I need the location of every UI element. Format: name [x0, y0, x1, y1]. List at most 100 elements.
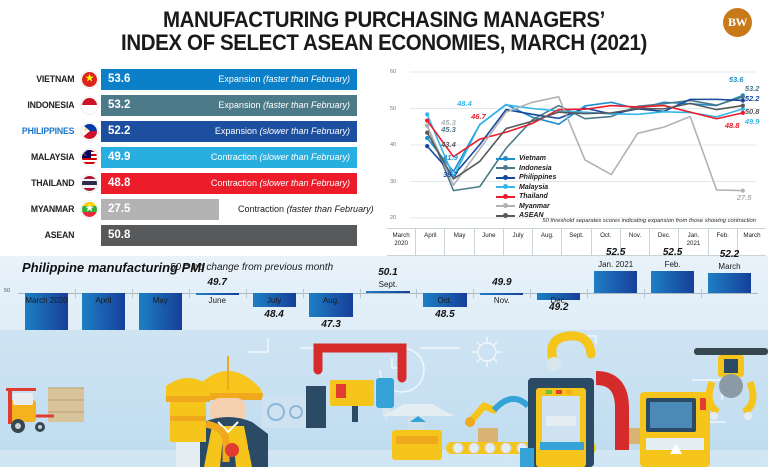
legend-item-malaysia: Malaysia: [496, 183, 556, 193]
legend-label: Philippines: [519, 174, 557, 182]
pmi-bar-4: [252, 293, 296, 308]
line-series-philippines: [426, 98, 743, 177]
start-label-myanmar: 45.3: [441, 117, 456, 127]
x-tick-11: Feb.: [709, 229, 738, 255]
pmi-month-6: Sept.: [378, 280, 398, 289]
country-name-label: INDONESIA: [27, 99, 75, 111]
pmi-month-3: June: [208, 296, 226, 305]
country-value-bar: 48.8 Contraction (slower than February): [101, 172, 357, 194]
y-tick-50: 50: [390, 105, 397, 112]
pmi-value-11: 52.5: [662, 246, 683, 258]
y-tick-20: 20: [390, 215, 397, 221]
x-tick-8: Nov.: [621, 229, 651, 255]
line-chart-legend: Vietnam Indonesia Philippines Malaysia Thail…: [496, 154, 556, 221]
country-pmi-value: 48.8: [108, 177, 131, 189]
x-tick-9: Dec.: [650, 229, 680, 255]
line-series-myanmar: [426, 96, 743, 192]
country-status-text: Expansion (faster than February): [218, 100, 350, 110]
pmi-bar-6: [366, 291, 410, 293]
legend-item-asean: ASEAN: [496, 211, 556, 221]
line-series-asean: [426, 102, 743, 180]
pmi-value-6: 50.1: [378, 267, 398, 278]
gripper-crane-graphic: [694, 348, 768, 420]
end-label-philippines: 52.2: [744, 94, 760, 104]
pmi-value-5: 47.3: [321, 319, 341, 331]
pmi-month-9: Dec.: [550, 296, 567, 305]
x-tick-7: Oct.: [592, 229, 621, 255]
legend-label: ASEAN: [519, 212, 544, 220]
x-tick-3: June: [475, 229, 504, 255]
malaysia-flag-icon: ☾: [81, 148, 98, 166]
pmi-month-1: April: [95, 296, 112, 305]
threshold-note: 50 threshold separates scores indicating…: [542, 218, 756, 224]
pmi-bar-7: [423, 293, 467, 307]
pmi-month-0: March 2020: [25, 296, 68, 305]
country-pmi-bars: VIETNAM ★ 53.6 Expansion (faster than Febru…: [0, 68, 374, 253]
pmi-value-4: 48.4: [264, 309, 284, 321]
x-tick-6: Sept.: [562, 229, 592, 255]
pmi-bar-11: [650, 270, 695, 293]
pmi-bar-10: [594, 270, 638, 293]
country-pmi-value: 50.8: [108, 229, 131, 241]
country-status-text: Expansion (slower than February): [214, 126, 350, 136]
legend-item-myanmar: Myanmar: [496, 202, 556, 212]
storage-tank-graphic: [166, 378, 239, 467]
control-cabinet-graphic: [640, 392, 710, 467]
x-tick-10: Jan. 2021: [679, 229, 709, 255]
country-row-thailand: THAILAND 48.8 Contraction (slower than Feb…: [0, 172, 372, 194]
end-label-asean: 50.8: [744, 106, 760, 116]
country-value-bar: 27.5: [101, 198, 219, 220]
pmi-bar-8: [480, 293, 524, 295]
pmi-value-10: 52.5: [605, 246, 626, 258]
country-value-bar: 53.2 Expansion (faster than February): [101, 94, 357, 116]
country-name-label: THAILAND: [31, 177, 75, 189]
country-row-myanmar: MYANMAR ★ 27.5 Contraction (faster than Feb…: [0, 198, 374, 220]
country-name-label: MALAYSIA: [30, 151, 75, 163]
pmi-trend-line-chart: 60 50 40 30 20 41.9 53.6 45.3 53.2 39.7 52.2 48.4 4…: [378, 66, 766, 258]
pmi-month-12: March: [718, 262, 741, 272]
press-machine-graphic: [520, 331, 629, 467]
country-name-label: ASEAN: [44, 229, 75, 241]
country-row-philippines: PHILIPPINES ☀ 52.2 Expansion (slower than F…: [0, 120, 372, 142]
pmi-bar-3: [195, 293, 239, 295]
legend-label: Indonesia: [519, 164, 552, 172]
country-status-text: Contraction (slower than February): [210, 178, 350, 188]
pmi-bar-5: [309, 293, 353, 318]
pmi-value-8: 49.9: [492, 277, 512, 288]
myanmar-flag-icon: ★: [81, 200, 98, 218]
title-line-1: MANUFACTURING PURCHASING MANAGERS’: [162, 7, 606, 32]
pmi-chart-title: Philippine manufacturing PMI: [22, 260, 205, 275]
forklift-graphic: [6, 387, 84, 433]
legend-item-vietnam: Vietnam: [496, 154, 556, 164]
end-label-myanmar: 27.5: [736, 192, 752, 202]
x-tick-2: May: [445, 229, 475, 255]
country-row-malaysia: MALAYSIA ☾ 49.9 Contraction (slower than Fe…: [0, 146, 372, 168]
country-value-bar: 52.2 Expansion (slower than February): [101, 120, 357, 142]
x-tick-0: March 2020: [387, 229, 417, 255]
legend-label: Myanmar: [519, 202, 550, 210]
country-pmi-value: 53.6: [108, 73, 131, 85]
country-name-label: MYANMAR: [30, 203, 75, 215]
pmi-value-7: 48.5: [435, 308, 455, 320]
pmi-tick-10: [587, 289, 589, 298]
pmi-tick-6: [359, 289, 361, 298]
baseline-50-line: [18, 293, 758, 294]
pmi-tick-7: [416, 289, 418, 298]
country-row-asean: ASEAN 50.8: [0, 224, 372, 246]
title-line-2: INDEX OF SELECT ASEAN ECONOMIES, MARCH (…: [121, 30, 647, 55]
x-tick-12: March: [743, 232, 761, 239]
country-status-text: Expansion (faster than February): [218, 74, 350, 84]
country-value-bar: 49.9 Contraction (slower than February): [101, 146, 357, 168]
country-row-vietnam: VIETNAM ★ 53.6 Expansion (faster than Febru…: [0, 68, 372, 90]
pmi-month-5: Aug.: [322, 296, 340, 305]
line-series-indonesia: [426, 96, 744, 192]
pmi-value-12: 52.2: [719, 249, 740, 261]
start-label-asean: 43.4: [441, 139, 456, 149]
page-title: MANUFACTURING PURCHASING MANAGERS’ INDEX…: [0, 8, 768, 54]
pmi-chart-subtitle: 50 = no change from previous month: [170, 262, 334, 273]
start-label-indonesia: 45.3: [441, 124, 456, 134]
legend-label: Thailand: [519, 193, 548, 201]
country-pmi-value: 27.5: [108, 203, 131, 215]
pmi-month-10: Jan. 2021: [598, 259, 634, 269]
pmi-tick-8: [473, 289, 475, 298]
